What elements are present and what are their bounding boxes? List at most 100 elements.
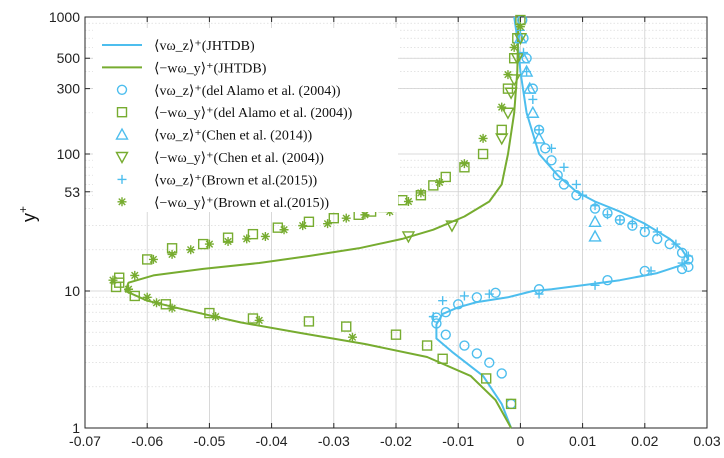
data-point-asterisk [254, 315, 264, 325]
data-point-square [328, 212, 339, 224]
data-point-asterisk [186, 245, 196, 255]
y-axis-label-sup: + [16, 206, 30, 213]
legend-item: ⟨vω_z⟩⁺(Brown et al.(2015)) [117, 173, 318, 188]
data-point-triangle-down [504, 87, 518, 100]
y-axis-label: y+ [16, 206, 39, 222]
x-tick-label: 0 [517, 433, 525, 449]
x-tick-label: 0.01 [569, 433, 596, 449]
data-point-square [428, 180, 439, 191]
legend-label: ⟨−wω_y⟩⁺(del Alamo et al. (2004)) [154, 106, 353, 121]
data-point-triangle-down [507, 74, 521, 87]
x-tick-label: -0.01 [442, 433, 474, 449]
data-point-asterisk [515, 22, 525, 32]
data-point-asterisk [435, 177, 445, 187]
legend-marker-swatch [116, 106, 128, 118]
data-point-asterisk [260, 231, 270, 241]
data-point-plus [534, 125, 544, 135]
legend-item: ⟨vω_z⟩⁺(JHTDB) [102, 39, 255, 54]
data-point-asterisk [298, 221, 308, 231]
data-point-triangle-up [588, 229, 602, 242]
legend-box [93, 28, 398, 212]
data-point-circle [496, 368, 507, 379]
x-tick-label: -0.04 [256, 433, 288, 449]
legend-marker-swatch [115, 151, 129, 164]
data-point-asterisk [403, 197, 413, 207]
data-point-square [303, 216, 315, 227]
data-point-circle [459, 340, 470, 351]
x-tick-label: -0.03 [318, 433, 350, 449]
data-point-circle [490, 287, 501, 299]
data-point-asterisk [478, 133, 488, 143]
data-point-triangle-up [526, 105, 540, 118]
data-point-asterisk [459, 159, 469, 169]
data-point-asterisk [497, 102, 507, 112]
data-point-square [341, 321, 352, 332]
x-tick-label: 0.03 [693, 433, 720, 449]
data-point-asterisk [130, 270, 140, 280]
y-tick-label: 10 [64, 283, 80, 299]
data-point-plus [459, 291, 469, 301]
data-point-circle [558, 179, 570, 190]
data-point-triangle-down [445, 220, 459, 233]
series-line [124, 16, 520, 429]
data-point-circle [440, 307, 451, 318]
legend: ⟨vω_z⟩⁺(JHTDB) ⟨−wω_y⟩⁺(JHTDB) ⟨vω_z⟩⁺(del… [93, 28, 398, 212]
data-point-plus [677, 258, 687, 268]
legend-label: ⟨vω_z⟩⁺(JHTDB) [154, 39, 255, 54]
data-point-asterisk [204, 239, 214, 249]
data-point-asterisk [152, 298, 162, 308]
legend-marker-swatch [116, 84, 128, 96]
data-point-asterisk [142, 292, 152, 302]
data-point-triangle-up [523, 81, 537, 94]
data-point-triangle-down [501, 107, 515, 120]
data-point-plus [571, 179, 581, 189]
data-point-circle [431, 318, 442, 329]
data-point-asterisk [211, 312, 221, 322]
data-point-asterisk [503, 70, 513, 80]
data-point-asterisk [167, 249, 177, 259]
legend-label: ⟨vω_z⟩⁺(Chen et al. (2014)) [154, 129, 312, 144]
data-point-circle [683, 261, 694, 273]
data-point-square [204, 307, 215, 319]
data-point-circle [484, 357, 495, 368]
data-point-asterisk [416, 188, 426, 198]
data-point-triangle-down [495, 133, 509, 146]
legend-item: ⟨vω_z⟩⁺(del Alamo et al. (2004)) [116, 84, 341, 99]
data-point-square [440, 171, 451, 183]
series-1 [124, 16, 520, 429]
y-tick-label: 1 [72, 420, 80, 436]
data-point-asterisk [167, 303, 177, 313]
legend-marker-swatch [117, 197, 127, 207]
data-point-asterisk [509, 42, 519, 52]
data-point-square [303, 316, 315, 327]
legend-marker-swatch [117, 174, 127, 184]
data-point-plus [640, 223, 650, 233]
y-axis-label-main: y [19, 213, 39, 222]
data-point-circle [431, 312, 442, 323]
data-point-plus [615, 215, 625, 225]
x-tick-label: -0.06 [131, 433, 163, 449]
data-point-circle [676, 247, 688, 259]
data-point-square [129, 290, 140, 302]
y-tick-label: 53 [64, 184, 80, 200]
data-point-plus [484, 289, 494, 299]
legend-label: ⟨vω_z⟩⁺(del Alamo et al. (2004)) [154, 84, 341, 99]
axes: -0.07 -0.06 -0.05 -0.04 -0.03 -0.02 -0.01 0 0.01… [49, 9, 721, 449]
legend-item: ⟨−wω_y⟩⁺(JHTDB) [102, 61, 267, 76]
data-point-circle [471, 348, 483, 359]
series-6 [428, 25, 693, 322]
data-point-asterisk [223, 236, 233, 246]
data-point-plus [652, 227, 662, 237]
data-point-plus [627, 219, 637, 229]
data-series [108, 14, 694, 429]
data-point-plus [602, 210, 612, 220]
x-tick-label: -0.07 [69, 433, 101, 449]
data-point-asterisk [360, 210, 370, 220]
data-point-asterisk [108, 275, 118, 285]
legend-item: ⟨−wω_y⟩⁺(del Alamo et al. (2004)) [116, 106, 353, 121]
data-point-plus [590, 280, 600, 290]
data-point-asterisk [242, 234, 252, 244]
y-tick-label: 300 [57, 81, 81, 97]
data-point-plus [590, 201, 600, 211]
